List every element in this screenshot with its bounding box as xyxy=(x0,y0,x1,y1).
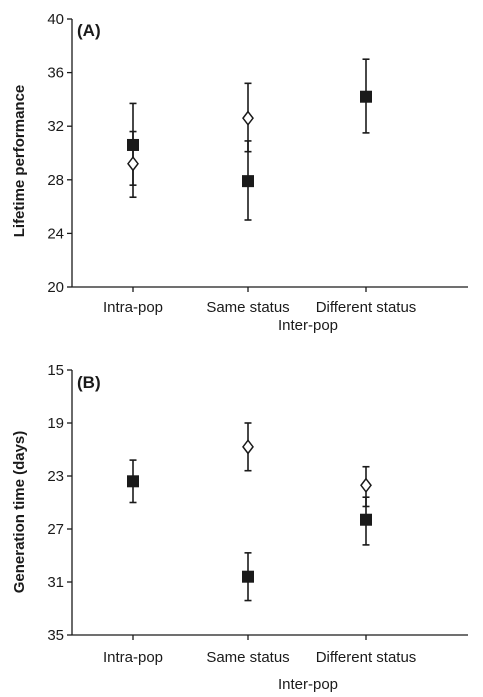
panel-a-group-label: Inter-pop xyxy=(278,317,338,334)
panel-a-y-tick-label: 32 xyxy=(47,118,64,135)
panel-b-x-tick-label: Intra-pop xyxy=(103,649,163,666)
panel-a-point-diamond xyxy=(127,155,139,172)
panel-b: (B) Generation time (days) Inter-pop 15 1… xyxy=(11,362,468,693)
panel-a-x-tick-label: Same status xyxy=(206,299,289,316)
panel-b-x-tick-label: Different status xyxy=(316,649,417,666)
panel-a-y-tick-label: 40 xyxy=(47,11,64,28)
panel-b-y-tick-label: 31 xyxy=(47,574,64,591)
panel-b-y-tick-label: 35 xyxy=(47,627,64,644)
panel-b-label: (B) xyxy=(77,373,101,392)
panel-a-point-square xyxy=(242,175,254,188)
panel-b-y-tick-label: 23 xyxy=(47,468,64,485)
panel-a-point-square xyxy=(360,90,372,103)
panel-b-group-label: Inter-pop xyxy=(278,676,338,693)
panel-b-point-square xyxy=(242,570,254,583)
panel-a: (A) Lifetime performance Inter-pop 20 24 2… xyxy=(11,11,468,334)
panel-b-y-axis-label: Generation time (days) xyxy=(11,431,28,594)
panel-b-point-square xyxy=(360,513,372,526)
panel-b-point-diamond xyxy=(242,439,254,455)
panel-a-y-axis-label: Lifetime performance xyxy=(11,85,28,238)
panel-a-label: (A) xyxy=(77,21,101,40)
panel-a-x-tick-label: Intra-pop xyxy=(103,299,163,316)
panel-a-y-tick-label: 24 xyxy=(47,225,64,242)
panel-b-y-tick-label: 27 xyxy=(47,521,64,538)
panel-b-y-tick-label: 15 xyxy=(47,362,64,379)
panel-b-point-square xyxy=(127,475,139,488)
panel-b-x-tick-label: Same status xyxy=(206,649,289,666)
panel-a-point-diamond xyxy=(242,110,254,126)
panel-a-y-tick-label: 28 xyxy=(47,172,64,189)
panel-a-y-tick-label: 36 xyxy=(47,65,64,82)
panel-a-x-tick-label: Different status xyxy=(316,299,417,316)
panel-a-y-tick-label: 20 xyxy=(47,279,64,296)
panel-b-y-tick-label: 19 xyxy=(47,415,64,432)
panel-b-point-diamond xyxy=(360,477,372,494)
